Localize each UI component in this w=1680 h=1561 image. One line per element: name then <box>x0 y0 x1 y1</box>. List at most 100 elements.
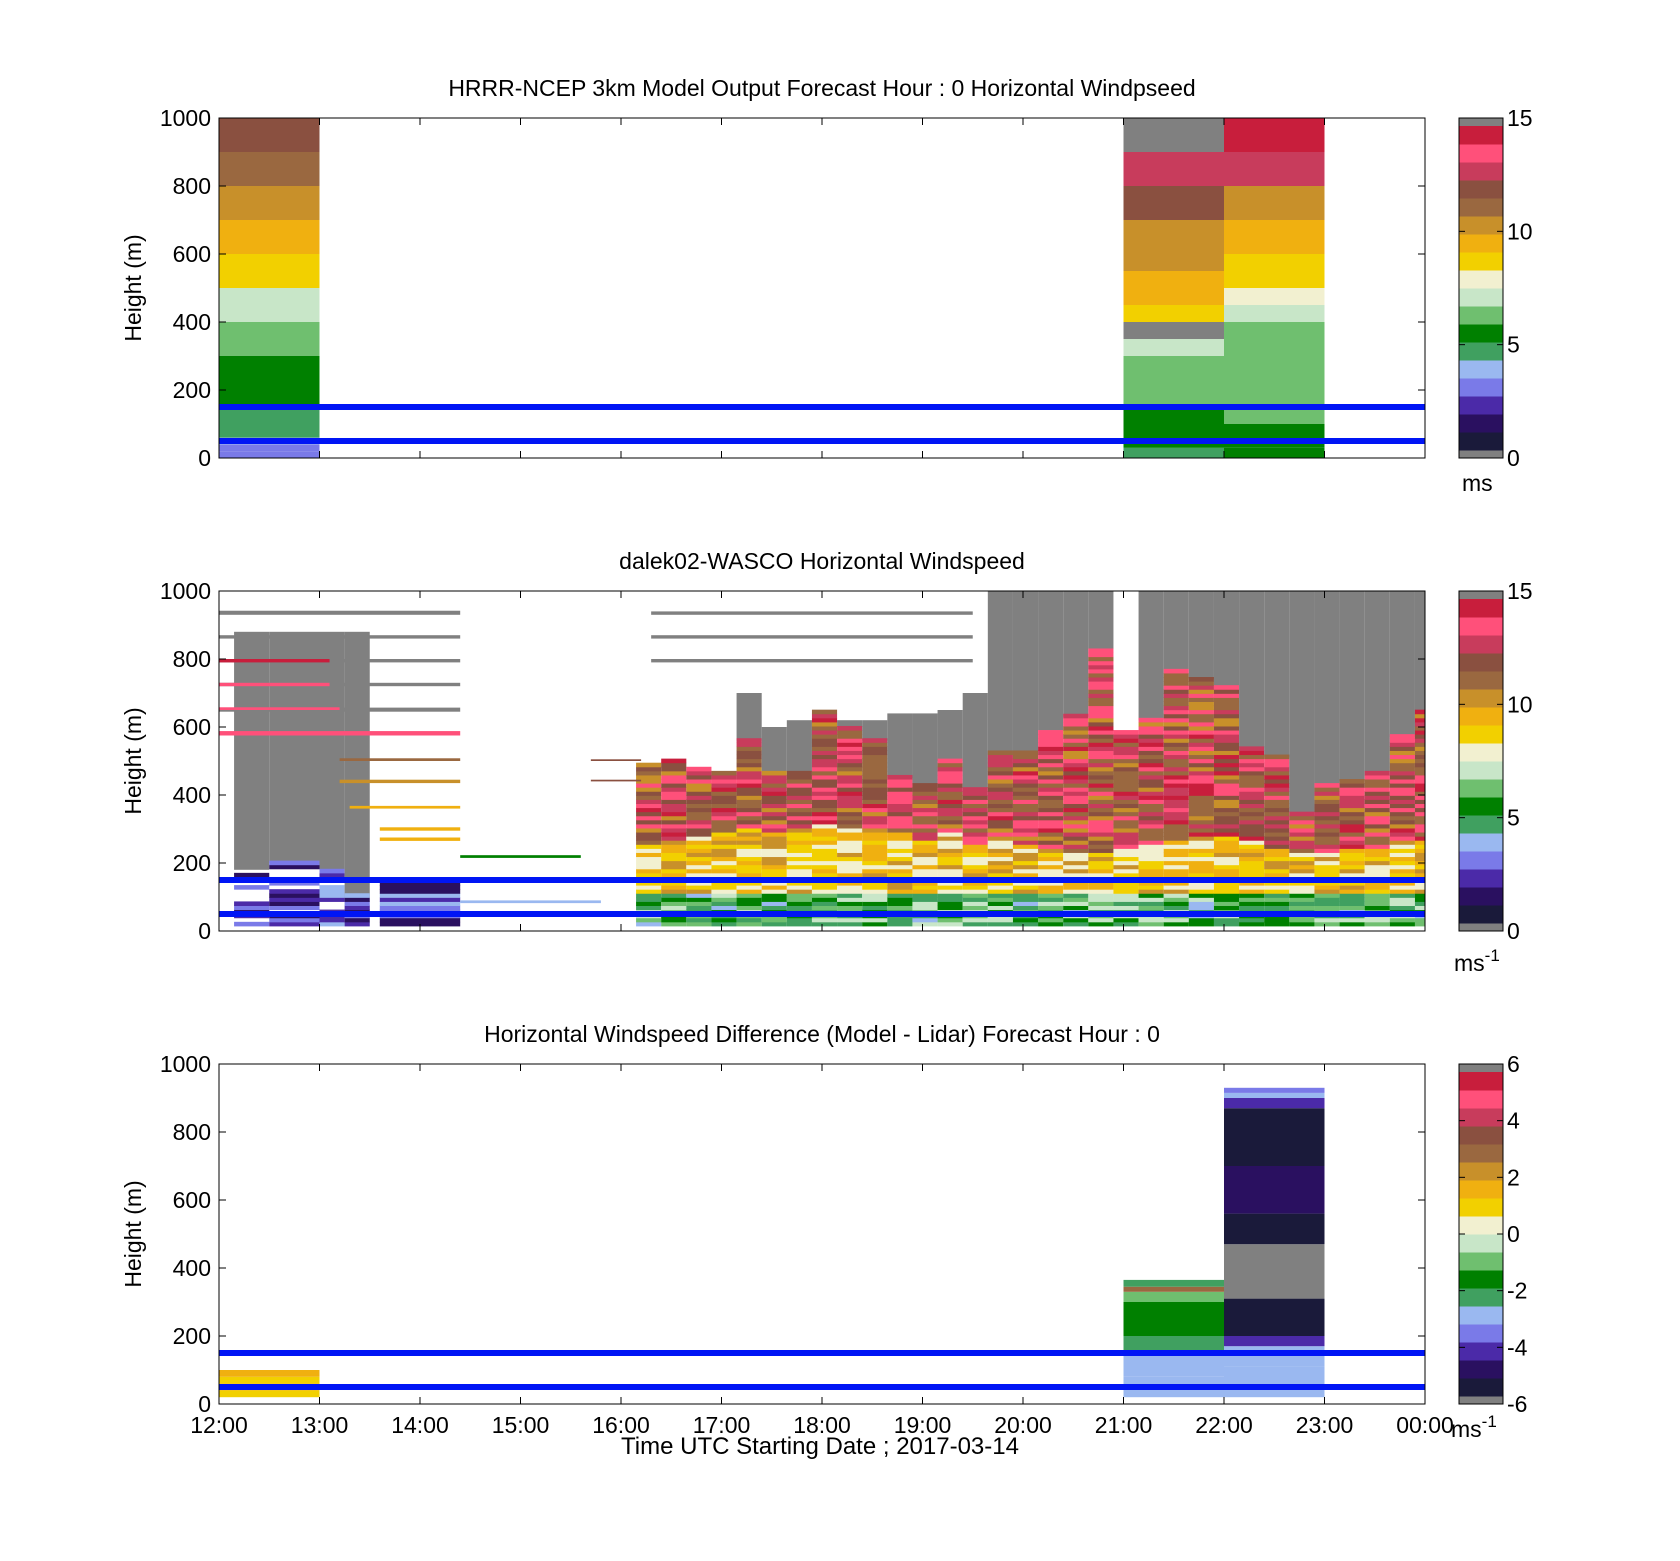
heatmap-cell <box>811 758 838 764</box>
heatmap-cell <box>1163 701 1189 707</box>
heatmap-cell <box>636 766 662 772</box>
heatmap-cell <box>1264 905 1290 911</box>
heatmap-cell <box>912 852 938 858</box>
heatmap-cell <box>1138 827 1164 833</box>
heatmap-cell <box>937 872 963 878</box>
heatmap-cell <box>1339 815 1365 821</box>
heatmap-cell <box>1138 848 1164 853</box>
heatmap-cell <box>349 805 461 809</box>
heatmap-cell <box>761 856 787 862</box>
heatmap-cell <box>1088 893 1114 898</box>
colorbar-swatch <box>1459 905 1503 924</box>
heatmap-cell <box>1213 856 1240 862</box>
heatmap-cell <box>1339 827 1365 833</box>
heatmap-cell <box>1063 856 1089 862</box>
heatmap-cell <box>1224 1244 1325 1299</box>
heatmap-cell <box>711 795 737 800</box>
heatmap-cell <box>1188 868 1214 874</box>
heatmap-cell <box>1063 787 1089 792</box>
chart-panels: HRRR-NCEP 3km Model Output Forecast Hour… <box>120 75 1533 1442</box>
heatmap-cell <box>1038 819 1064 825</box>
heatmap-cell <box>987 795 1013 800</box>
heatmap-cell <box>887 815 913 821</box>
heatmap-cell <box>1163 921 1189 927</box>
colorbar-swatch <box>1459 779 1503 798</box>
heatmap-cell <box>636 762 662 768</box>
heatmap-cell <box>1188 901 1214 906</box>
heatmap-cell <box>987 762 1013 768</box>
heatmap-cell <box>736 844 762 849</box>
heatmap-cell <box>686 844 712 849</box>
heatmap-cell <box>636 832 662 837</box>
heatmap-cell <box>1213 709 1240 715</box>
heatmap-cell <box>962 885 988 890</box>
heatmap-cell <box>1264 836 1290 841</box>
heatmap-cell <box>1239 901 1265 906</box>
heatmap-cell <box>811 848 838 853</box>
heatmap-cell <box>1213 881 1240 886</box>
heatmap-cell <box>661 758 687 764</box>
heatmap-cell <box>661 848 687 853</box>
heatmap-cell <box>1113 758 1139 764</box>
heatmap-cell <box>887 856 913 862</box>
heatmap-cell <box>1224 424 1325 448</box>
heatmap-cell <box>1038 815 1064 821</box>
heatmap-cell <box>887 827 913 833</box>
heatmap-cell <box>636 860 662 866</box>
heatmap-cell <box>912 905 938 911</box>
heatmap-cell <box>661 917 687 923</box>
heatmap-cell <box>1414 881 1425 886</box>
heatmap-cell <box>1264 779 1290 784</box>
heatmap-cell <box>1389 815 1415 821</box>
heatmap-cell <box>1113 811 1139 817</box>
heatmap-cell <box>219 152 320 186</box>
heatmap-cell <box>962 889 988 894</box>
heatmap-cell <box>1339 881 1365 886</box>
heatmap-cell <box>887 848 913 853</box>
heatmap-cell <box>1123 1336 1224 1353</box>
heatmap-cell <box>1063 848 1089 853</box>
heatmap-cell <box>1123 271 1224 288</box>
heatmap-cell <box>1364 872 1390 878</box>
heatmap-cell <box>1038 799 1064 804</box>
heatmap-cell <box>1213 868 1240 874</box>
heatmap-cell <box>887 819 913 825</box>
heatmap-cell <box>811 742 838 747</box>
heatmap-cell <box>636 827 662 833</box>
heatmap-cell <box>234 901 270 906</box>
heatmap-cell <box>234 905 270 911</box>
heatmap-cell <box>837 787 863 792</box>
heatmap-cell <box>736 799 762 804</box>
heatmap-cell <box>761 860 787 866</box>
heatmap-cell <box>761 774 787 780</box>
heatmap-cell <box>1138 754 1164 760</box>
heatmap-cell <box>1239 840 1265 845</box>
colorbar-tick-label: 6 <box>1507 1051 1520 1077</box>
heatmap-cell <box>1389 827 1415 833</box>
heatmap-cell <box>1264 762 1290 768</box>
heatmap-cell <box>1088 677 1114 682</box>
heatmap-cell <box>219 356 320 373</box>
heatmap-cell <box>269 881 320 886</box>
heatmap-cell <box>1414 921 1425 927</box>
heatmap-cell <box>651 635 973 639</box>
heatmap-cell <box>711 885 737 890</box>
heatmap-cell <box>661 827 687 833</box>
heatmap-cell <box>1138 819 1164 825</box>
heatmap-cell <box>1063 832 1089 837</box>
heatmap-cell <box>661 921 687 927</box>
heatmap-cell <box>1414 868 1425 874</box>
heatmap-cell <box>1339 823 1365 829</box>
heatmap-cell <box>1063 921 1089 927</box>
heatmap-cell <box>1138 721 1164 727</box>
heatmap-cell <box>1289 840 1315 845</box>
heatmap-cell <box>837 770 863 776</box>
heatmap-cell <box>1138 811 1164 817</box>
colorbar-swatch <box>1459 1162 1503 1181</box>
heatmap-cell <box>1123 254 1224 271</box>
heatmap-cell <box>1188 836 1214 841</box>
heatmap-cell <box>987 779 1013 784</box>
heatmap-cell <box>761 905 787 911</box>
heatmap-cell <box>1239 803 1265 809</box>
heatmap-cell <box>1063 844 1089 849</box>
